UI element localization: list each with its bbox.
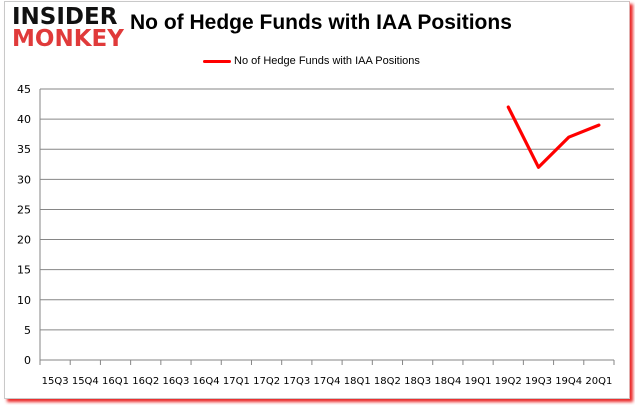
x-tick-label: 15Q3 xyxy=(42,376,69,387)
y-tick-label: 35 xyxy=(17,143,31,156)
y-tick-label: 10 xyxy=(17,294,31,307)
x-tick-label: 17Q4 xyxy=(314,376,341,387)
y-tick-label: 45 xyxy=(17,83,31,96)
chart-frame xyxy=(4,1,630,399)
x-tick-label: 16Q2 xyxy=(132,376,159,387)
chart-legend: No of Hedge Funds with IAA Positions xyxy=(203,55,420,67)
x-tick-label: 17Q3 xyxy=(283,376,310,387)
x-tick-label: 17Q1 xyxy=(223,376,250,387)
y-tick-label: 40 xyxy=(17,113,31,126)
x-tick-label: 19Q2 xyxy=(495,376,522,387)
legend-line-swatch-icon xyxy=(203,59,231,63)
x-tick-label: 17Q2 xyxy=(253,376,280,387)
x-tick-label: 15Q4 xyxy=(72,376,99,387)
y-tick-label: 25 xyxy=(17,203,31,216)
x-tick-label: 19Q1 xyxy=(465,376,492,387)
y-tick-label: 5 xyxy=(24,324,31,337)
x-tick-label: 18Q4 xyxy=(434,376,461,387)
y-tick-label: 30 xyxy=(17,173,31,186)
y-tick-label: 0 xyxy=(24,354,31,367)
chart-title: No of Hedge Funds with IAA Positions xyxy=(130,11,512,34)
x-tick-label: 18Q1 xyxy=(344,376,371,387)
logo-line-1: INSIDER xyxy=(12,4,118,30)
x-tick-label: 19Q3 xyxy=(525,376,552,387)
x-tick-label: 20Q1 xyxy=(585,376,612,387)
y-tick-label: 20 xyxy=(17,234,31,247)
insider-monkey-logo: INSIDER MONKEY xyxy=(12,4,124,52)
series-line xyxy=(506,105,601,169)
x-tick-label: 18Q2 xyxy=(374,376,401,387)
x-tick-label: 16Q1 xyxy=(102,376,129,387)
x-tick-label: 16Q3 xyxy=(162,376,189,387)
x-tick-label: 18Q3 xyxy=(404,376,431,387)
logo-line-2: MONKEY xyxy=(12,26,124,52)
legend-label: No of Hedge Funds with IAA Positions xyxy=(234,55,420,67)
x-tick-label: 19Q4 xyxy=(555,376,582,387)
x-tick-label: 16Q4 xyxy=(193,376,220,387)
y-tick-label: 15 xyxy=(17,264,31,277)
